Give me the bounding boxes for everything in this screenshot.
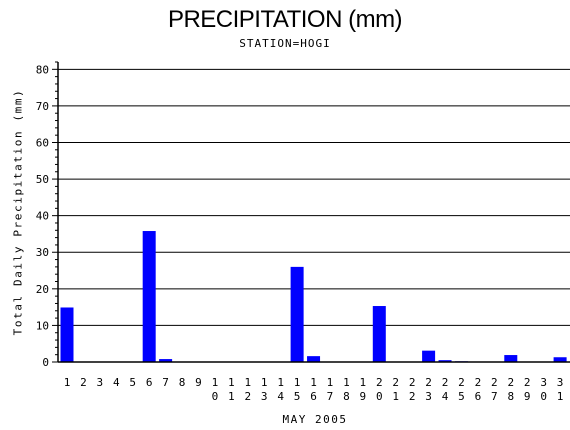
y-tick-label: 70 [36, 100, 49, 113]
x-tick-label: 4 [113, 376, 120, 389]
chart-title: PRECIPITATION (mm) [167, 6, 403, 33]
x-axis-label: MAY 2005 [282, 413, 348, 426]
y-tick-label: 30 [36, 246, 49, 259]
bar [504, 355, 518, 362]
x-tick-label: 5 [129, 376, 136, 389]
bar [553, 357, 567, 362]
x-tick-label: 1 [64, 376, 71, 389]
chart-subtitle: STATION=HOGI [239, 37, 331, 50]
y-tick-label: 60 [36, 136, 49, 149]
x-tick-label: 7 [162, 376, 169, 389]
bar [422, 350, 436, 362]
bar [159, 359, 173, 362]
y-tick-label: 80 [36, 63, 49, 76]
x-tick-label: 6 [146, 376, 153, 389]
bar [307, 356, 321, 362]
x-tick-label: 9 [195, 376, 202, 389]
x-tick-label: 2 [80, 376, 87, 389]
y-tick-label: 50 [36, 173, 49, 186]
bar [142, 231, 156, 362]
bar [290, 266, 304, 362]
bar [438, 360, 452, 362]
y-tick-label: 40 [36, 210, 49, 223]
y-tick-label: 10 [36, 319, 49, 332]
x-tick-label: 8 [179, 376, 186, 389]
x-tick-label: 3 [97, 376, 104, 389]
y-tick-label: 20 [36, 283, 49, 296]
bar [372, 306, 386, 362]
bar [60, 307, 74, 362]
y-tick-label: 0 [42, 356, 49, 369]
